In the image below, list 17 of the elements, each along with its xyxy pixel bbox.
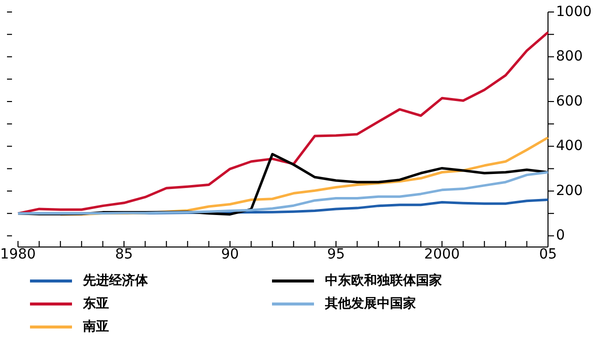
y-tick-label: 400 bbox=[556, 138, 583, 154]
y-tick-label: 800 bbox=[556, 48, 583, 65]
legend-label: 中东欧和独联体国家 bbox=[325, 272, 442, 289]
y-tick-label: 1000 bbox=[556, 4, 592, 20]
x-tick-label: 85 bbox=[115, 246, 133, 263]
legend-label: 先进经济体 bbox=[82, 272, 149, 289]
y-tick-label: 0 bbox=[556, 228, 565, 244]
x-tick-label: 2000 bbox=[424, 246, 460, 263]
legend-label: 南亚 bbox=[82, 320, 109, 335]
y-tick-label: 200 bbox=[556, 182, 583, 199]
legend-label: 东亚 bbox=[82, 296, 109, 312]
x-tick-label: 05 bbox=[539, 246, 557, 263]
x-tick-label: 90 bbox=[221, 246, 239, 263]
legend-label: 其他发展中国家 bbox=[324, 296, 416, 312]
x-tick-label: 95 bbox=[327, 246, 345, 263]
y-tick-label: 600 bbox=[556, 93, 583, 110]
x-tick-label: 1980 bbox=[0, 246, 36, 263]
